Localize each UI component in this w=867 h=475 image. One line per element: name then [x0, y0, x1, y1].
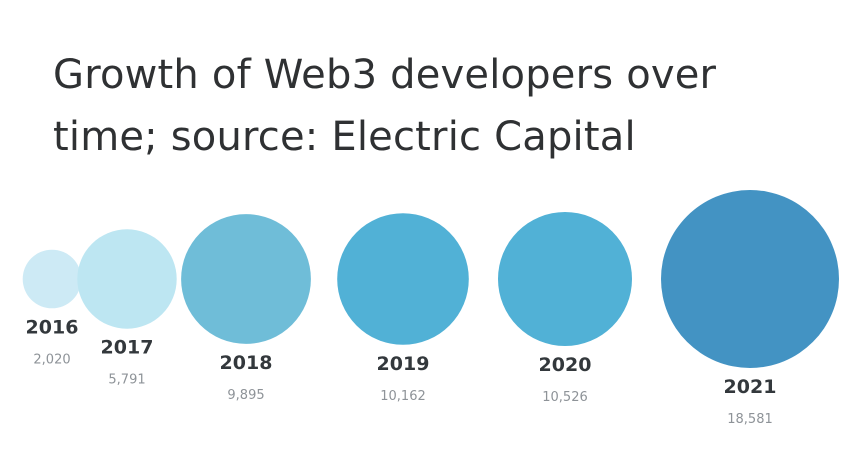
value-label-2021: 18,581 [727, 412, 773, 427]
bubble-2018 [181, 214, 311, 344]
value-label-2019: 10,162 [380, 389, 426, 404]
year-label-2017: 2017 [101, 337, 154, 359]
year-label-2018: 2018 [220, 352, 273, 374]
value-label-2016: 2,020 [33, 352, 70, 367]
bubble-2020 [498, 212, 632, 346]
bubble-2021 [661, 190, 839, 368]
value-label-2020: 10,526 [542, 390, 588, 405]
bubble-2019 [337, 213, 469, 345]
value-label-2018: 9,895 [227, 388, 264, 403]
year-label-2020: 2020 [539, 354, 592, 376]
value-label-2017: 5,791 [108, 373, 145, 388]
year-label-2016: 2016 [26, 316, 79, 338]
chart-title: Growth of Web3 developers over time; sou… [53, 52, 717, 160]
year-label-2021: 2021 [724, 376, 777, 398]
bubble-2016 [22, 249, 82, 309]
year-label-2019: 2019 [377, 353, 430, 375]
bubble-2017 [77, 229, 177, 329]
